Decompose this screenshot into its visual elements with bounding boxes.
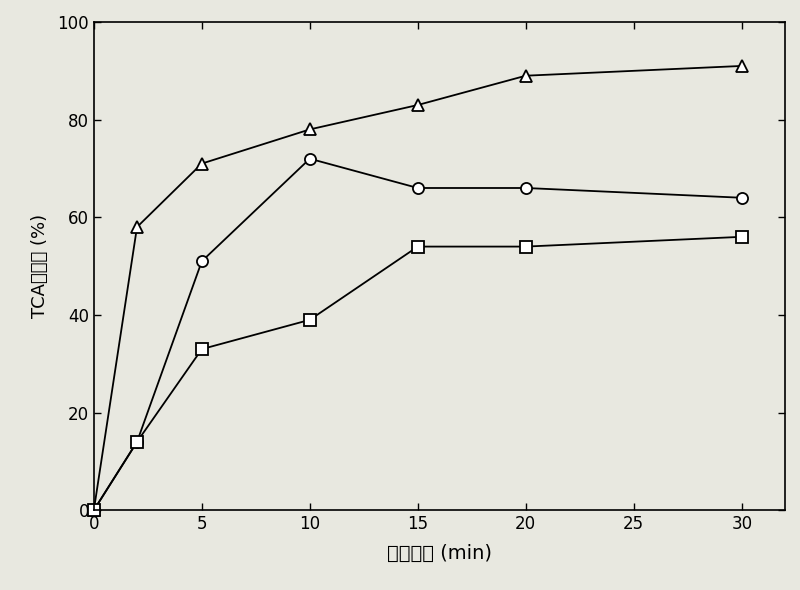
Y-axis label: TCA去除率 (%): TCA去除率 (%) [31, 214, 49, 318]
X-axis label: 反应时间 (min): 反应时间 (min) [387, 544, 492, 563]
